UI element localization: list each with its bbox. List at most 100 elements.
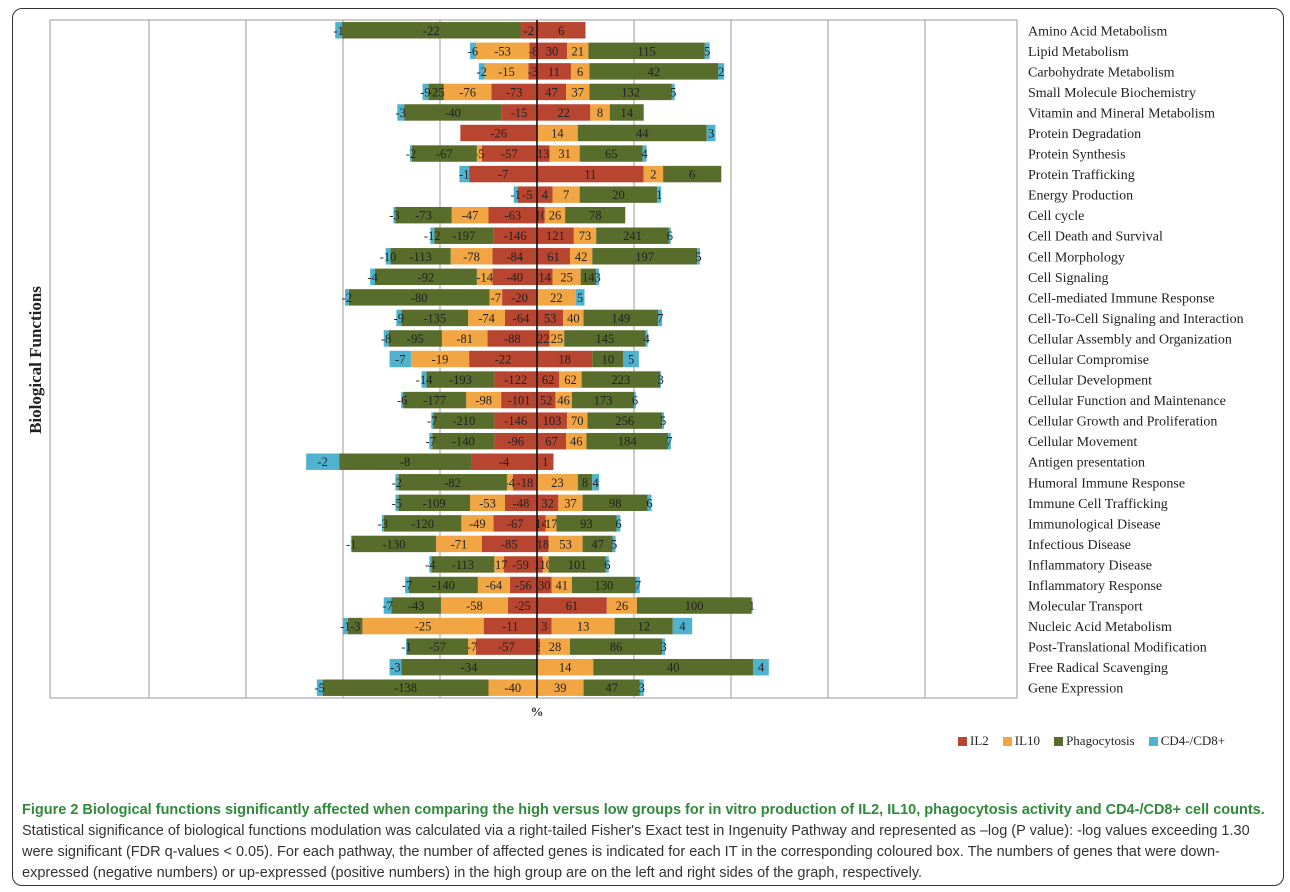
data-label: -14 (416, 373, 433, 387)
data-label: 98 (609, 496, 622, 510)
data-label: -53 (494, 44, 511, 58)
bar-segment-il10 (489, 289, 503, 306)
bar-segment-il2 (501, 391, 537, 409)
bar-segment-il10 (436, 535, 482, 553)
data-label: 14 (551, 127, 564, 141)
data-label: 6 (577, 65, 583, 79)
legend-label: IL10 (1014, 733, 1041, 748)
bar-segment-il2 (469, 350, 537, 368)
legend-swatch (1002, 736, 1012, 746)
data-label: -15 (498, 65, 515, 79)
bar-segment-cd4-cd8- (395, 474, 399, 491)
data-label: 8 (597, 106, 603, 120)
data-label: 132 (621, 85, 640, 99)
data-label: -7 (427, 414, 437, 428)
data-label: -2 (476, 65, 486, 79)
data-label: -5 (522, 188, 532, 202)
bar-segment-cd4-cd8- (389, 658, 402, 676)
category-label: Protein Trafficking (1028, 168, 1135, 183)
bar-segment-phagocytosis (348, 289, 490, 306)
bar-segment-phagocytosis (404, 104, 502, 121)
data-label: -7 (382, 599, 392, 613)
data-label: 197 (635, 250, 654, 264)
data-label: -4 (499, 455, 510, 469)
bar-segment-cd4-cd8- (344, 289, 349, 306)
bar-segment-il10 (440, 597, 508, 614)
bar-segment-cd4-cd8- (667, 432, 671, 450)
bar-segment-il2 (481, 145, 537, 162)
bar-segment-cd4-cd8- (662, 412, 665, 429)
bar-segment-il2 (528, 63, 537, 80)
bar-segment-il10 (466, 391, 502, 409)
data-label: 184 (618, 435, 638, 449)
bar-segment-il2 (537, 535, 549, 553)
bar-segment-il2 (537, 391, 556, 409)
data-label: -146 (504, 414, 527, 428)
bar-segment-il2 (537, 42, 568, 60)
category-label: Amino Acid Metabolism (1028, 24, 1167, 39)
bar-segment-phagocytosis (383, 515, 462, 532)
bar-segment-cd4-cd8- (697, 248, 700, 265)
bar-segment-il10 (551, 617, 615, 635)
bar-segment-phagocytosis (586, 432, 668, 450)
bar-segment-il2 (537, 412, 568, 429)
category-label: Antigen presentation (1028, 456, 1145, 471)
data-label: -8 (528, 44, 538, 58)
bar-segment-il10 (643, 165, 664, 183)
bar-segment-phagocytosis (426, 371, 495, 388)
data-label: -7 (467, 640, 477, 654)
data-label: 20 (612, 188, 625, 202)
bar-segment-il10 (570, 63, 590, 80)
data-label: -18 (517, 476, 534, 490)
bar-segment-cd4-cd8- (385, 248, 391, 265)
bar-segment-il2 (504, 494, 537, 512)
data-label: -3 (389, 209, 399, 223)
data-label: -25 (415, 620, 432, 634)
legend-swatch (1054, 736, 1064, 746)
data-label: 6 (632, 394, 638, 408)
data-label: -6 (397, 394, 407, 408)
data-label: -11 (502, 620, 518, 634)
data-label: -64 (513, 311, 530, 325)
bar-segment-cd4-cd8- (658, 309, 663, 327)
data-label: 52 (540, 394, 553, 408)
data-label: -82 (444, 476, 461, 490)
bar-segment-cd4-cd8- (306, 453, 340, 470)
data-label: -40 (444, 106, 461, 120)
data-label: 37 (571, 85, 584, 99)
data-label: 42 (648, 65, 661, 79)
data-label: 11 (584, 168, 596, 182)
data-label: -19 (432, 353, 449, 367)
bar-segment-il10 (548, 535, 583, 553)
bar-segment-phagocytosis (609, 104, 644, 121)
bar-segment-il10 (542, 556, 549, 573)
data-label: 103 (543, 414, 562, 428)
data-label: -43 (408, 599, 425, 613)
data-label: -8 (381, 332, 391, 346)
data-label: -138 (394, 681, 417, 695)
data-label: -67 (436, 147, 453, 161)
category-label: Cell-To-Cell Signaling and Interaction (1028, 312, 1244, 327)
data-label: -40 (504, 681, 521, 695)
data-label: 25 (560, 270, 573, 284)
data-label: 22 (537, 332, 550, 346)
data-label: -92 (418, 270, 435, 284)
data-label: -1 (340, 620, 350, 634)
data-label: -12 (424, 229, 441, 243)
data-label: -34 (461, 661, 478, 675)
bar-segment-cd4-cd8- (612, 535, 616, 553)
bar-segment-cd4-cd8- (634, 391, 636, 409)
bar-segment-il10 (558, 494, 583, 512)
data-label: 61 (566, 599, 579, 613)
bar-segment-phagocytosis (398, 474, 507, 491)
data-label: -5 (315, 681, 325, 695)
data-label: 44 (636, 127, 649, 141)
bar-segment-il2 (537, 63, 571, 80)
data-label: 6 (667, 229, 673, 243)
data-label: 21 (571, 44, 584, 58)
data-label: 6 (615, 517, 621, 531)
data-label: 1 (749, 599, 755, 613)
data-label: 8 (582, 476, 588, 490)
bar-segment-cd4-cd8- (370, 268, 376, 286)
bar-segment-cd4-cd8- (395, 494, 399, 512)
